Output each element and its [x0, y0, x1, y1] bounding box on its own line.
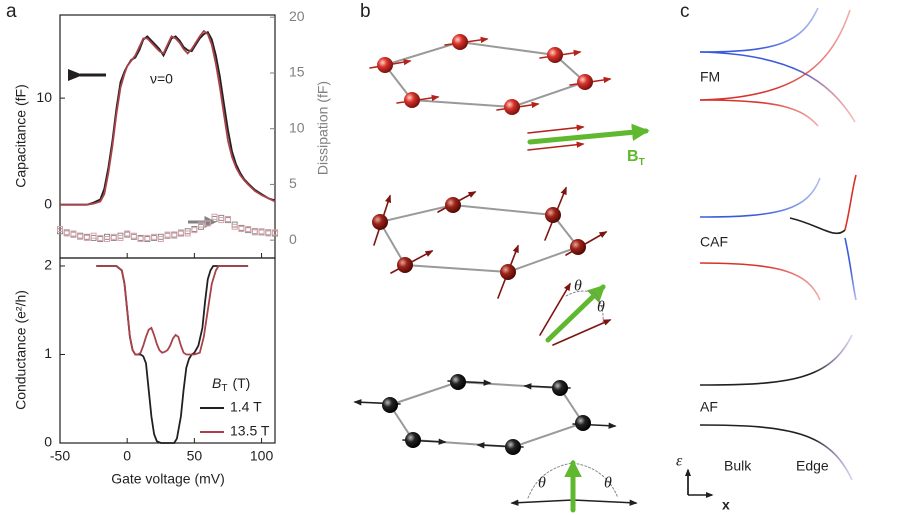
band [699, 262, 821, 301]
data-point [144, 234, 151, 241]
data-point [231, 223, 238, 230]
panel-label: a [6, 1, 17, 22]
y2-tick-label: 0 [289, 231, 297, 247]
field-arrow [545, 284, 606, 343]
band [699, 177, 821, 218]
y2-tick-label: 20 [289, 8, 305, 24]
axis-label: ε [676, 453, 683, 470]
data-point [77, 233, 84, 240]
legend-label: 13.5 T [230, 423, 270, 439]
data-point [245, 226, 252, 233]
y-axis-label: Conductance (e²/h) [13, 290, 29, 410]
angle-label: θ [538, 475, 546, 492]
y-tick-label: 2 [44, 257, 52, 273]
x-tick-label: 0 [123, 448, 131, 464]
field-arrow [527, 123, 650, 145]
data-point [57, 226, 63, 233]
y2-axis-label: Dissipation (fF) [315, 81, 331, 175]
y2-tick-label: 10 [289, 119, 305, 135]
data-point [198, 221, 205, 228]
x-tick-label: -50 [50, 448, 70, 464]
phase-label: AF [700, 399, 718, 415]
data-point [63, 230, 70, 237]
data-point [211, 213, 218, 220]
data-point [110, 233, 117, 240]
region-label: Edge [796, 458, 829, 474]
data-point [171, 232, 178, 239]
data-point [164, 231, 171, 238]
y-axis-label: Capacitance (fF) [13, 84, 29, 187]
data-point [265, 230, 272, 237]
data-point [124, 230, 131, 237]
panel-b: BT θ θ θ θ [353, 34, 650, 513]
data-point [177, 229, 184, 236]
band [699, 7, 819, 53]
panel-a: ν=0 Capacitance (fF) Dissipation (fF) Co… [13, 69, 331, 487]
data-point [224, 215, 231, 222]
data-point [258, 228, 265, 235]
x-tick-label: 50 [187, 448, 203, 464]
spheres-caf [372, 197, 586, 280]
band [844, 174, 857, 231]
axis-label: x [722, 497, 730, 513]
x-tick-label: 100 [250, 448, 274, 464]
data-line [60, 29, 276, 206]
panel-label: c [680, 1, 690, 22]
y2-tick-label: 15 [289, 64, 305, 80]
band [699, 9, 851, 101]
data-point [184, 230, 191, 237]
data-point [97, 234, 104, 241]
panel-c: FM CAF AF ε x Bulk Edge [676, 7, 857, 513]
spheres-af [382, 374, 591, 455]
data-point [218, 217, 225, 224]
region-label: Bulk [724, 458, 752, 474]
legend-label: 1.4 T [230, 399, 262, 415]
data-point [83, 234, 90, 241]
field-spins [527, 124, 585, 151]
x-axis-label: Gate voltage (mV) [111, 471, 225, 487]
plot-frame [59, 14, 276, 259]
band [699, 99, 819, 127]
band [699, 51, 856, 123]
y-tick-label: 10 [36, 89, 52, 105]
phase-label: CAF [700, 234, 728, 250]
band [844, 237, 857, 301]
data-point [117, 234, 124, 241]
band [789, 217, 846, 235]
y2-tick-label: 5 [289, 175, 297, 191]
angle-label: θ [574, 278, 582, 295]
angle-spins [539, 282, 612, 346]
data-point [191, 227, 198, 234]
angle-arc [565, 290, 604, 323]
band [699, 424, 853, 481]
angle-label: θ [604, 475, 612, 492]
y-tick-label: 0 [44, 195, 52, 211]
data-point [130, 232, 137, 239]
phase-label: FM [700, 69, 720, 85]
axes-arrows [687, 470, 712, 495]
data-point [238, 226, 245, 233]
data-line [96, 265, 249, 356]
data-point [272, 229, 278, 236]
legend-title: BT (T) [212, 375, 250, 394]
field-label: BT [627, 148, 645, 167]
spheres-fm [377, 34, 593, 115]
data-point [70, 230, 77, 237]
data-point [251, 229, 258, 236]
annotation: ν=0 [150, 71, 173, 87]
angle-spins [510, 499, 638, 506]
data-point [137, 236, 144, 243]
data-point [157, 236, 164, 243]
data-line [96, 265, 249, 444]
band [699, 334, 853, 386]
y-tick-label: 0 [44, 434, 52, 450]
data-point [204, 220, 211, 227]
y-tick-label: 1 [44, 345, 52, 361]
angle-label: θ [597, 299, 605, 316]
data-point [104, 236, 111, 243]
data-point [90, 232, 97, 239]
data-point [151, 233, 158, 240]
panel-label: b [360, 1, 371, 22]
